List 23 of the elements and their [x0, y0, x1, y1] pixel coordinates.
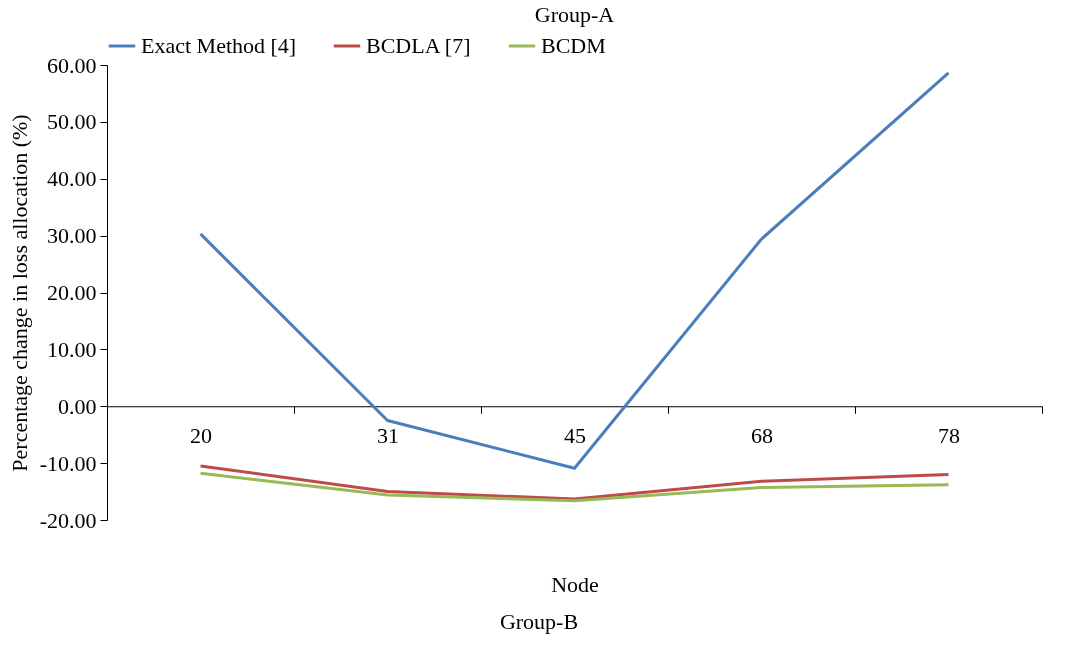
- y-tick-label: 10.00: [47, 336, 97, 362]
- x-tick-label: 31: [377, 422, 399, 448]
- legend-label: BCDLA [7]: [366, 33, 471, 58]
- y-tick-label: 20.00: [47, 280, 97, 305]
- y-tick-label: -10.00: [39, 450, 97, 476]
- legend-label: BCDM: [541, 33, 606, 58]
- y-tick-label: 40.00: [47, 166, 97, 192]
- x-tick-label: 45: [564, 422, 586, 448]
- chart-title: Group-A: [534, 2, 615, 27]
- y-axis-title: Percentage change in loss allocation (%): [6, 114, 32, 472]
- line-series: [199, 471, 950, 503]
- text: Group-B: [498, 609, 580, 635]
- line-series: [199, 464, 950, 501]
- y-tick-label: 60.00: [47, 52, 97, 78]
- y-tick-label: -20.00: [39, 507, 97, 533]
- legend-label: Exact Method [4]: [141, 33, 297, 58]
- x-axis-title: Node: [551, 571, 599, 597]
- y-tick-label: 0.00: [58, 393, 97, 419]
- y-tick-label: 30.00: [47, 223, 97, 249]
- x-tick-label: 20: [190, 422, 212, 448]
- x-tick-label: 68: [751, 422, 773, 448]
- x-tick-label: 78: [938, 422, 960, 448]
- y-tick-label: 50.00: [47, 109, 97, 135]
